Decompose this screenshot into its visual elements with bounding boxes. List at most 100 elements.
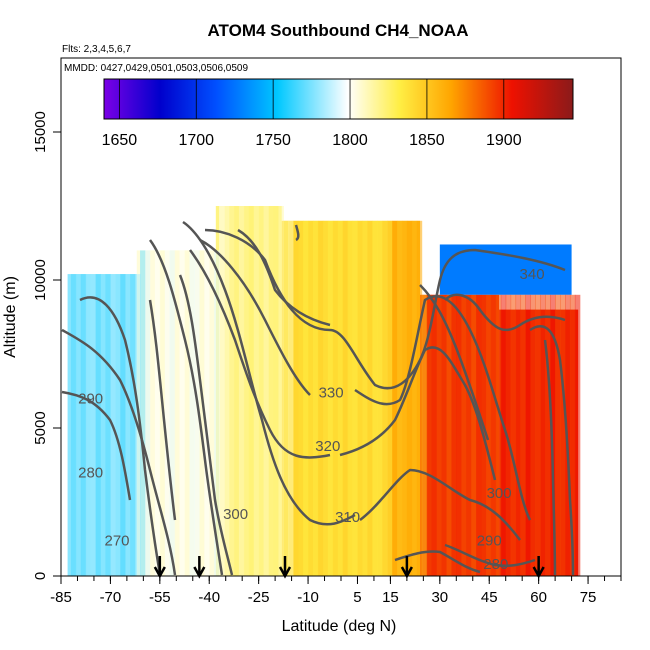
field-streak <box>105 274 111 576</box>
field-streak <box>238 206 245 576</box>
field-streak <box>120 274 126 576</box>
field-streak <box>431 294 438 576</box>
field-streak <box>268 206 274 576</box>
contour-label-290: 290 <box>477 532 502 549</box>
field-streak <box>204 250 210 576</box>
field-streak <box>560 294 566 576</box>
field-streak <box>100 274 106 576</box>
field-streak <box>115 274 121 576</box>
field-streak <box>85 274 92 576</box>
field-streak <box>313 220 319 576</box>
field-streak <box>540 294 546 576</box>
contour-label-300: 300 <box>223 506 248 523</box>
field-streak <box>229 206 235 576</box>
field-streak <box>357 220 363 576</box>
colorbar-tick-label: 1900 <box>486 132 522 149</box>
field-streak <box>436 294 442 576</box>
field-streak <box>248 206 255 576</box>
colorbar-tick-label: 1800 <box>332 132 368 149</box>
field-streak <box>199 250 205 576</box>
field-streak <box>456 294 462 576</box>
x-tick-label: 5 <box>353 589 361 606</box>
potential-temperature-contours <box>61 220 575 576</box>
field-streak <box>95 274 102 576</box>
field-streak <box>569 294 576 576</box>
contour-label-340: 340 <box>520 266 545 283</box>
field-streak <box>70 274 77 576</box>
field-streak <box>169 250 176 576</box>
field-streak <box>130 274 136 576</box>
field-streak <box>179 250 186 576</box>
field-streak <box>485 294 492 576</box>
field-streak <box>233 206 240 576</box>
field-streak <box>530 294 536 576</box>
field-streak <box>258 206 265 576</box>
field-streak <box>189 250 195 576</box>
y-tick-label: 5000 <box>32 411 49 444</box>
field-streak <box>154 250 161 576</box>
field-streak <box>520 294 526 576</box>
field-streak <box>174 250 181 576</box>
field-streak <box>505 294 512 576</box>
x-tick-label: 45 <box>481 589 498 606</box>
contour-label-320: 320 <box>315 438 340 455</box>
field-streak <box>80 274 87 576</box>
field-streak <box>263 206 270 576</box>
field-streak <box>500 294 507 576</box>
field-streak <box>184 250 190 576</box>
x-tick-label: 60 <box>530 589 547 606</box>
y-tick-label: 0 <box>32 572 49 580</box>
field-streak <box>317 220 324 576</box>
field-streak <box>411 220 418 576</box>
x-tick-label: -10 <box>297 589 319 606</box>
field-streak <box>347 220 354 576</box>
field-streak <box>293 220 299 576</box>
field-streak <box>495 294 502 576</box>
y-axis-label: Altitude (m) <box>2 276 19 358</box>
field-streak <box>476 294 482 576</box>
contour-label-280: 280 <box>78 464 103 481</box>
field-streak <box>327 220 334 576</box>
x-tick-label: -70 <box>100 589 122 606</box>
field-streak <box>466 294 472 576</box>
x-tick-label: 15 <box>382 589 399 606</box>
field-streak <box>441 294 447 576</box>
field-streak <box>362 220 368 576</box>
contour-label-280: 280 <box>483 556 508 573</box>
contour-label-330: 330 <box>319 384 344 401</box>
field-streak <box>283 220 289 576</box>
field-streak <box>145 250 151 576</box>
x-tick-label: -85 <box>50 589 72 606</box>
y-tick-label: 10000 <box>32 259 49 301</box>
field-streak <box>243 206 250 576</box>
flights-subtitle: Flts: 2,3,4,5,6,7 <box>62 44 131 55</box>
contour-label-270: 270 <box>104 532 129 549</box>
field-streak <box>406 220 413 576</box>
field-streak <box>164 250 171 576</box>
contour-label-300: 300 <box>487 485 512 502</box>
field-streak <box>308 220 314 576</box>
field-streak <box>387 220 393 576</box>
data-field <box>67 206 581 576</box>
field-streak <box>288 220 294 576</box>
x-axis-label: Latitude (deg N) <box>282 618 397 635</box>
chart-title: ATOM4 Southbound CH4_NOAA <box>208 21 469 40</box>
field-streak <box>372 220 378 576</box>
field-streak <box>510 294 517 576</box>
field-streak <box>525 294 531 576</box>
y-axis: 0 5000 10000 15000 <box>32 111 61 580</box>
field-streak <box>377 220 383 576</box>
field-streak <box>421 294 428 576</box>
field-streak <box>461 294 467 576</box>
x-tick-label: -40 <box>198 589 220 606</box>
field-streak <box>446 294 452 576</box>
colorbar-tick-label: 1650 <box>102 132 138 149</box>
x-axis: -85 -70 -55 -40 -25 -10 5 15 30 45 60 75 <box>50 576 622 606</box>
field-streak <box>352 220 358 576</box>
field-streak <box>273 206 279 576</box>
field-streak <box>278 206 284 576</box>
field-streak <box>224 206 230 576</box>
colorbar-gradient <box>103 78 574 120</box>
field-streak <box>194 250 200 576</box>
